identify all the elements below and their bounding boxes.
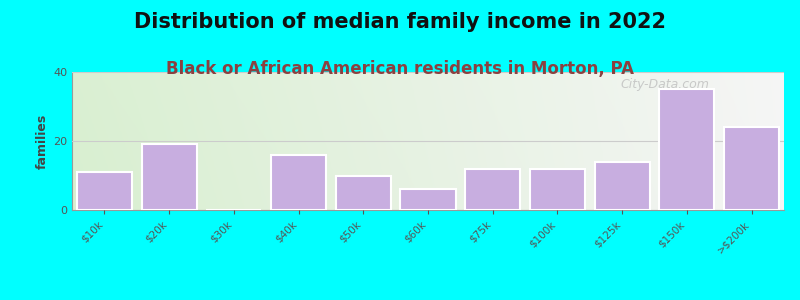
Bar <box>724 127 779 210</box>
Bar <box>594 162 650 210</box>
Bar <box>271 155 326 210</box>
Y-axis label: families: families <box>36 113 49 169</box>
Bar <box>336 176 390 210</box>
Text: Black or African American residents in Morton, PA: Black or African American residents in M… <box>166 60 634 78</box>
Bar <box>659 89 714 210</box>
Bar <box>401 189 455 210</box>
Bar <box>530 169 585 210</box>
Text: Distribution of median family income in 2022: Distribution of median family income in … <box>134 12 666 32</box>
Bar <box>466 169 520 210</box>
Text: City-Data.com: City-Data.com <box>620 77 709 91</box>
Bar <box>77 172 132 210</box>
Bar <box>142 144 197 210</box>
